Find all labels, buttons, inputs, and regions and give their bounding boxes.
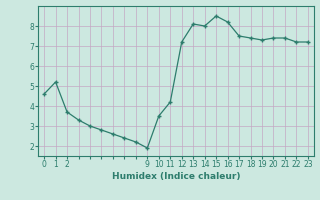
X-axis label: Humidex (Indice chaleur): Humidex (Indice chaleur) [112, 172, 240, 181]
